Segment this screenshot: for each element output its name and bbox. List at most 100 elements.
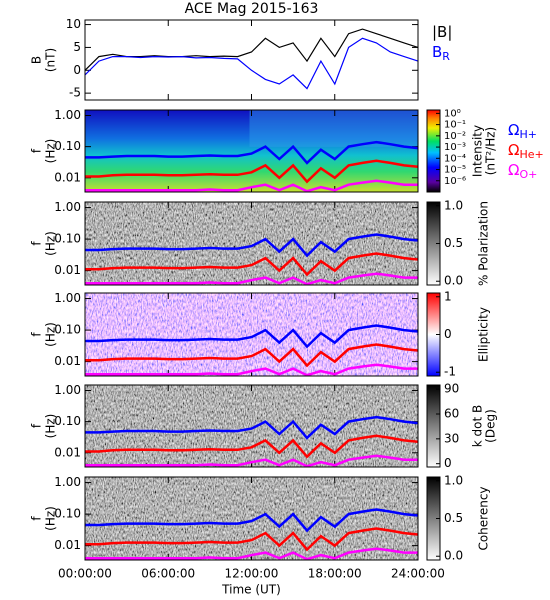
y-tick-label: 0.10 [54,323,81,337]
x-tick-label: 00:00:00 [58,567,112,581]
y-axis-label: (Hz) [44,414,58,439]
legend-entry: ΩHe+ [508,141,544,162]
y-tick-label: 0.01 [54,263,81,277]
y-tick-label: 1.00 [54,200,81,214]
colorbar-label: Coherency [477,486,491,550]
x-tick-label: 06:00:00 [141,567,195,581]
legend-subscript: O+ [519,168,537,181]
colorbar-tick-label: -1 [444,365,456,379]
colorbar-label: % Polarization [477,201,491,286]
colorbar [426,109,441,193]
spectrogram-background [85,385,418,467]
series-line [85,324,419,349]
y-axis-label: f [30,332,44,337]
colorbar-tick-label: 30 [444,431,459,445]
spectrogram-background [85,477,418,560]
colorbar-tick-label: 1.0 [444,473,463,487]
colorbar-tick-label: 0.0 [444,549,463,563]
series-line [85,454,418,468]
series-line [85,159,419,184]
legend-name: Ω [508,121,519,139]
plot-frame [84,476,419,561]
spectrogram-background [85,293,418,376]
colorbar-tick-label: 10⁻³ [444,142,466,153]
plot-frame [84,292,419,377]
colorbar-tick-label: 10⁰ [444,108,461,119]
legend-entry: |B| [432,23,452,41]
series-line [85,272,418,286]
legend-name: Ω [508,141,519,159]
y-tick-label: 5 [73,40,81,54]
y-tick-label: 0.01 [54,170,81,184]
series-line [84,28,419,71]
y-axis-label: f [30,148,44,153]
y-tick-label: 0.10 [54,232,81,246]
series-line [85,252,419,277]
y-tick-label: 0.01 [54,354,81,368]
spectrogram-background [85,110,418,192]
series-line [85,434,419,459]
colorbar-tick-label: 1.0 [444,198,463,212]
colorbar-tick-label: 60 [444,406,459,420]
legend-entry: ΩO+ [508,161,537,182]
y-tick-label: 0.01 [54,445,81,459]
spectrogram-background [249,110,418,147]
series-line [85,547,418,561]
colorbar-tick-label: 0.5 [444,511,463,525]
colorbar [426,384,441,468]
colorbar-tick-label: 0 [444,327,452,341]
x-tick-label: 24:00:00 [391,567,445,581]
x-tick-label: 18:00:00 [308,567,362,581]
legend-entry: BR [432,43,450,64]
series-line [85,363,418,377]
y-tick-label: 1.00 [54,291,81,305]
chart-title: ACE Mag 2015-163 [185,1,319,17]
spectrogram-background [85,202,418,285]
colorbar-tick-label: 90 [444,382,459,396]
legend-entry: ΩH+ [508,121,537,142]
x-tick-label: 12:00:00 [225,567,279,581]
colorbar-label: k dot B [471,405,485,447]
y-tick-label: 1.00 [54,383,81,397]
y-tick-label: 0.10 [54,507,81,521]
y-axis-label: f [30,423,44,428]
colorbar-label: (Deg) [484,409,498,443]
y-axis-label: (Hz) [44,322,58,347]
plot-frame [84,19,419,101]
colorbar-tick-label: 10⁻⁶ [444,176,466,187]
y-tick-label: 0 [73,63,81,77]
x-axis-label: Time (UT) [221,583,281,597]
legend-name: Ω [508,161,519,179]
series-line [85,415,419,440]
y-axis-label: B [30,56,44,64]
series-line [85,343,419,368]
series-line [85,179,418,193]
plot-frame [84,384,419,468]
legend-subscript: H+ [519,128,537,141]
series-line [85,140,419,165]
y-axis-label: (Hz) [44,139,58,164]
colorbar-tick-label: 0 [444,456,452,470]
y-tick-label: 10 [66,17,81,31]
y-tick-label: -5 [69,86,81,100]
y-axis-label: f [30,516,44,521]
series-line [85,233,419,258]
colorbar-tick-label: 0.0 [444,274,463,288]
colorbar-tick-label: 10⁻⁴ [444,153,466,164]
colorbar-tick-label: 10⁻¹ [444,120,466,131]
y-axis-label: f [30,241,44,246]
y-tick-label: 0.01 [54,538,81,552]
y-axis-label: (Hz) [44,231,58,256]
legend-subscript: He+ [519,148,543,161]
series-line [85,508,419,533]
colorbar-label: (nT²/Hz) [484,127,498,175]
plot-frame [84,109,419,193]
legend-name: |B| [432,23,452,41]
colorbar-tick-label: 10⁻² [444,131,466,142]
plot-frame [84,201,419,286]
colorbar-tick-label: 10⁻⁵ [444,165,466,176]
y-axis-label: (nT) [44,48,58,72]
